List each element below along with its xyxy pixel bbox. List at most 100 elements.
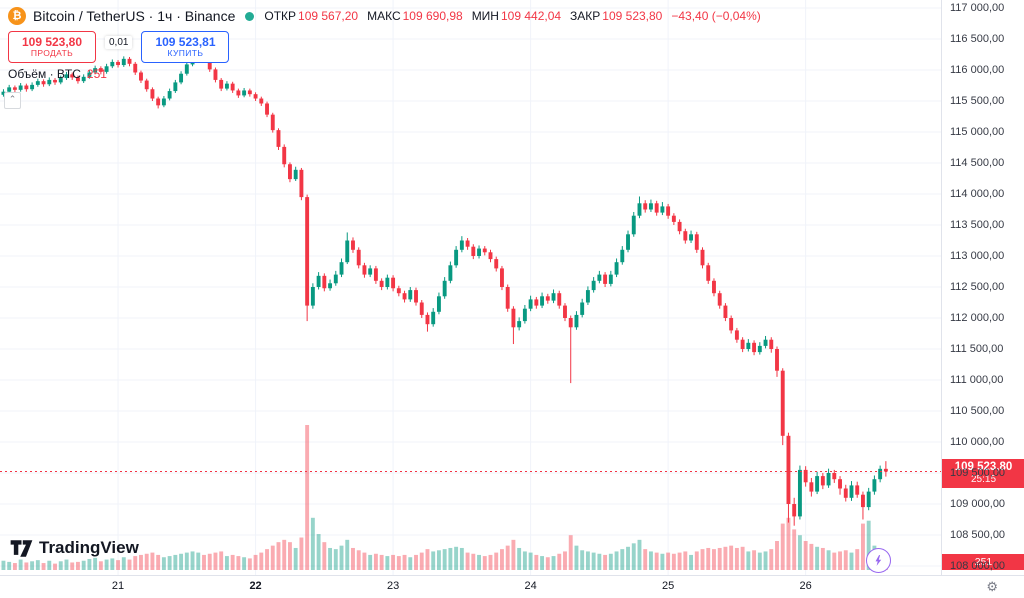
volume-bar: [637, 539, 642, 570]
volume-bar: [717, 547, 722, 570]
volume-bar: [385, 556, 390, 570]
volume-bar: [173, 554, 178, 570]
price-tick-label: 114 000,00: [950, 188, 1005, 200]
candle-body: [391, 277, 396, 289]
candle-body: [293, 169, 298, 180]
collapse-pane-button[interactable]: ⌃: [4, 92, 21, 109]
candle-body: [488, 252, 493, 260]
high-label: МАКС: [367, 9, 401, 23]
quick-trade-button[interactable]: [866, 548, 891, 573]
volume-bar: [797, 535, 802, 570]
candle-body: [351, 240, 355, 250]
volume-bar: [299, 537, 304, 570]
volume-bar: [505, 545, 510, 570]
candle-body: [809, 482, 814, 492]
candle-body: [505, 287, 510, 309]
candle-body: [93, 68, 98, 73]
candle-body: [643, 203, 648, 210]
price-axis[interactable]: 109 523,80 25:15 251 117 000,00 116 500,0…: [941, 0, 1024, 575]
volume-bar: [488, 554, 493, 570]
volume-bar: [832, 552, 837, 570]
volume-bar: [465, 552, 470, 570]
volume-bar: [585, 551, 590, 570]
volume-bar: [282, 539, 287, 570]
volume-bar: [792, 529, 797, 570]
candle-body: [110, 61, 115, 67]
candle-body: [58, 78, 63, 83]
buy-button[interactable]: 109 523,81 КУПИТЬ: [141, 31, 230, 63]
volume-bar: [58, 561, 63, 570]
low-value: 109 442,04: [500, 9, 562, 23]
volume-bar: [408, 557, 413, 570]
spread-value: 0,01: [105, 36, 133, 49]
candle-body: [706, 265, 711, 281]
tradingview-logo[interactable]: TradingView: [10, 538, 139, 558]
volume-bar: [803, 541, 808, 570]
candle-body: [717, 293, 722, 306]
volume-bar: [30, 561, 35, 570]
volume-indicator-title[interactable]: Объём · BTC: [8, 67, 81, 81]
time-axis[interactable]: ⚙ 21 22 23 24 25 26: [0, 575, 1024, 598]
chart-pane[interactable]: ₿ Bitcoin / TetherUS · 1ч · Binance ОТКР…: [0, 0, 941, 575]
candle-body: [81, 76, 86, 82]
volume-bar: [373, 553, 378, 570]
volume-bar: [603, 554, 608, 570]
candle-body: [299, 169, 304, 198]
candle-body: [161, 98, 166, 106]
volume-bar: [70, 562, 75, 570]
volume-bar: [236, 556, 241, 570]
candle-body: [740, 339, 745, 349]
candle-body: [339, 262, 344, 275]
volume-bar: [270, 545, 275, 570]
volume-bar: [826, 550, 831, 570]
volume-bar: [419, 552, 424, 570]
time-tick-label: 25: [662, 580, 675, 592]
time-tick-label: 26: [799, 580, 812, 592]
volume-bar: [775, 541, 779, 570]
candlestick-chart[interactable]: [0, 0, 941, 575]
sell-button[interactable]: 109 523,80 ПРОДАТЬ: [8, 31, 96, 63]
volume-bar: [660, 553, 665, 570]
price-tick-label: 117 000,00: [950, 2, 1005, 14]
volume-bar: [316, 534, 321, 570]
candle-body: [425, 314, 430, 325]
symbol-title[interactable]: Bitcoin / TetherUS · 1ч · Binance: [33, 8, 236, 24]
volume-bar: [700, 549, 705, 570]
candle-body: [53, 79, 57, 83]
time-tick-label: 21: [111, 580, 125, 592]
time-tick-label: 24: [524, 580, 537, 592]
candle-body: [700, 249, 705, 266]
candle-body: [431, 311, 436, 325]
volume-bar: [683, 551, 688, 570]
candle-body: [414, 290, 418, 303]
candle-body: [305, 197, 310, 306]
last-price-value: 109 523,80: [954, 460, 1013, 473]
last-price-tag: 109 523,80 25:15: [942, 458, 1024, 489]
candle-body: [511, 308, 516, 328]
candle-body: [436, 296, 441, 312]
volume-bar: [843, 550, 848, 570]
symbol-legend: ₿ Bitcoin / TetherUS · 1ч · Binance ОТКР…: [8, 7, 761, 25]
volume-bar: [396, 556, 401, 570]
price-tick-label: 110 000,00: [950, 436, 1005, 448]
candle-body: [224, 83, 229, 89]
volume-bar: [838, 551, 842, 570]
ohlc-legend: ОТКР 109 567,20 МАКС 109 690,98 МИН 109 442…: [264, 9, 760, 23]
volume-bar: [293, 547, 298, 570]
candle-body: [608, 274, 613, 284]
gear-icon[interactable]: ⚙: [986, 579, 998, 594]
candle-body: [87, 72, 92, 77]
volume-bar: [310, 517, 315, 570]
open-label: ОТКР: [264, 9, 297, 23]
candle-body: [419, 302, 424, 315]
volume-bar: [98, 561, 103, 570]
candle-body: [872, 479, 877, 492]
candle-body: [614, 262, 619, 275]
volume-bar: [568, 535, 573, 570]
volume-bar: [7, 561, 12, 570]
candle-body: [333, 274, 338, 284]
volume-bar: [139, 554, 143, 570]
candle-body: [75, 77, 80, 82]
sell-price: 109 523,80: [21, 34, 83, 49]
volume-bar: [815, 546, 820, 570]
